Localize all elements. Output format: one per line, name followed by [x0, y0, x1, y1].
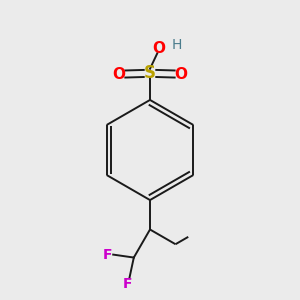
- Text: H: H: [172, 38, 182, 52]
- Text: O: O: [112, 67, 126, 82]
- Text: O: O: [152, 41, 165, 56]
- Text: S: S: [144, 64, 156, 82]
- Text: O: O: [174, 67, 188, 82]
- Text: F: F: [123, 277, 133, 291]
- Text: F: F: [103, 248, 112, 262]
